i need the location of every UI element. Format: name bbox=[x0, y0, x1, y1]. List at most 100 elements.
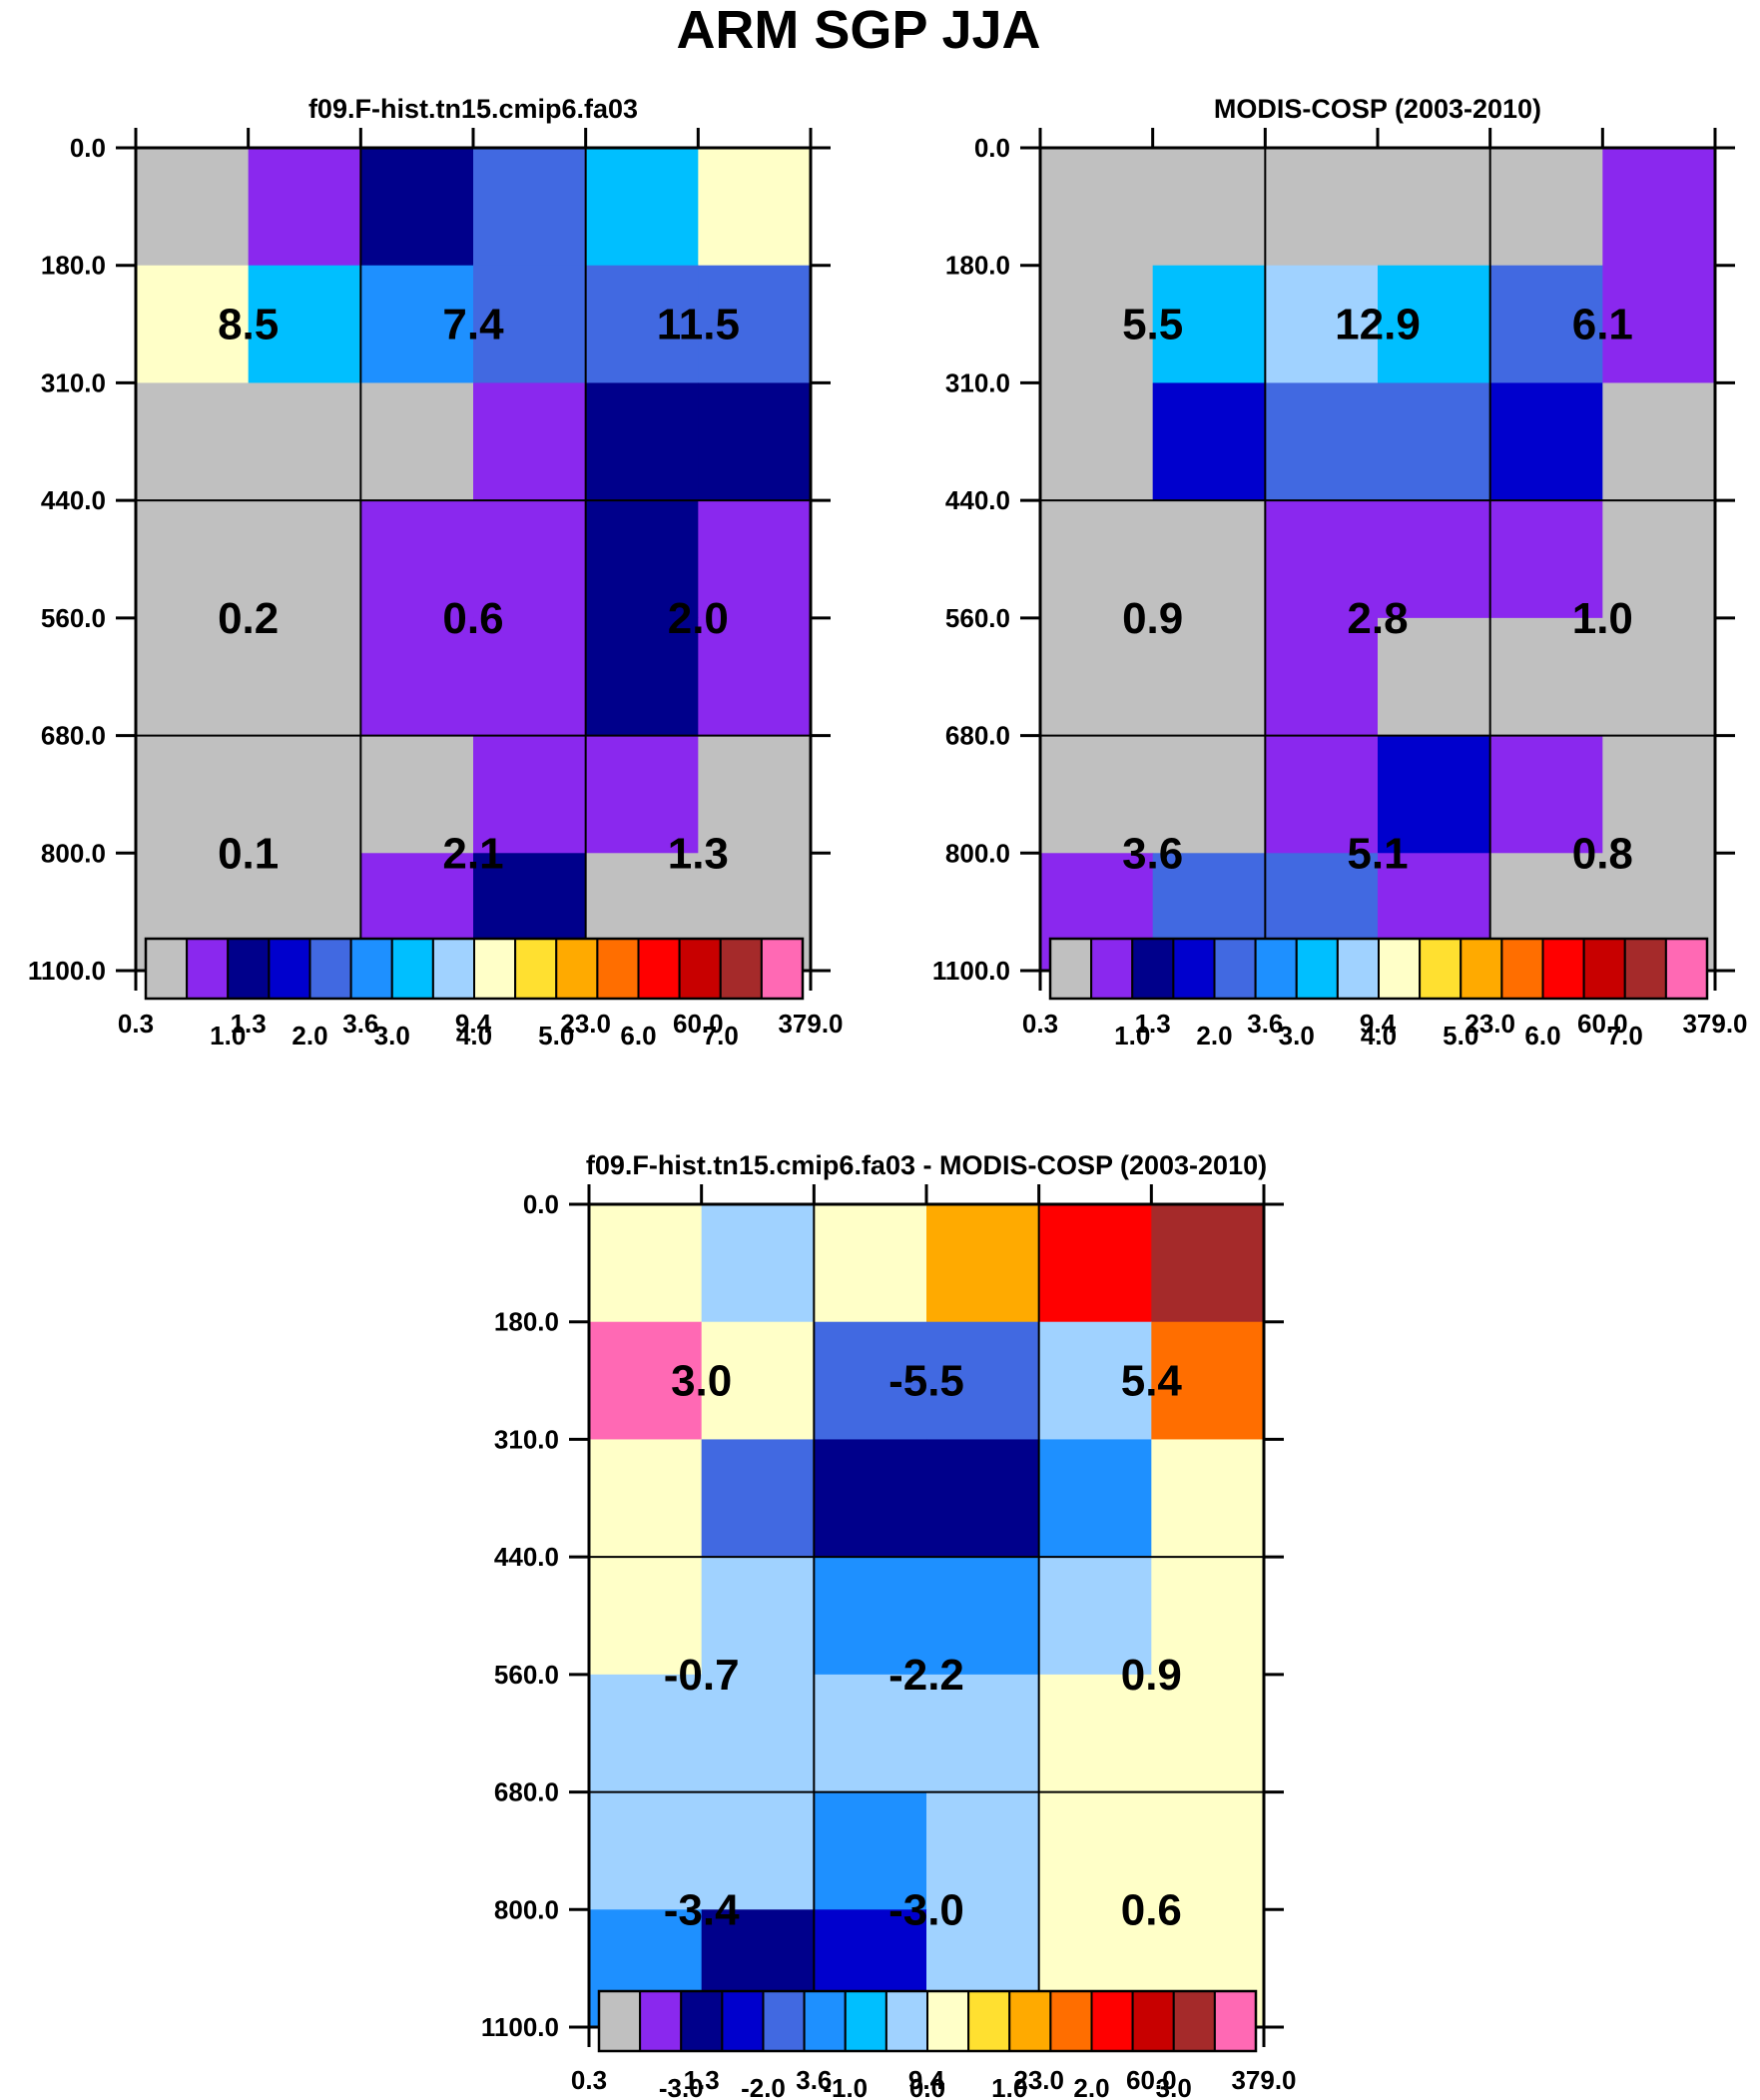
y-tick-label: 440.0 bbox=[41, 485, 106, 515]
colorbar-tick-label: -2.0 bbox=[741, 2073, 786, 2100]
heatmap-cell bbox=[1152, 382, 1266, 501]
heatmap-cell bbox=[1489, 735, 1603, 854]
colorbar-swatch bbox=[1049, 1990, 1093, 2052]
heatmap-cell bbox=[1378, 617, 1491, 737]
colorbar-tick-label: 7.0 bbox=[703, 1021, 739, 1050]
heatmap-cell bbox=[136, 382, 250, 501]
heatmap-cell bbox=[1038, 1557, 1152, 1676]
heatmap-cell bbox=[1265, 500, 1379, 619]
heatmap-cell bbox=[926, 1321, 1040, 1441]
box-value-label: 0.9 bbox=[1122, 594, 1183, 643]
heatmap-cell bbox=[1602, 148, 1716, 267]
x-tick-label: 1.3 bbox=[1135, 1009, 1171, 1039]
box-value-label: -3.4 bbox=[664, 1885, 740, 1934]
box-value-label: 6.1 bbox=[1572, 301, 1633, 350]
box-value-label: 2.8 bbox=[1347, 594, 1408, 643]
y-tick-label: 310.0 bbox=[41, 367, 106, 397]
colorbar-swatch bbox=[678, 938, 722, 1000]
box-value-label: 8.5 bbox=[218, 301, 279, 350]
x-tick-label: 379.0 bbox=[1231, 2065, 1296, 2095]
y-tick-label: 1100.0 bbox=[28, 956, 106, 986]
heatmap-cell bbox=[473, 148, 587, 267]
heatmap-cell bbox=[701, 1674, 815, 1793]
x-tick-label: 60.0 bbox=[1577, 1009, 1628, 1039]
colorbar-tick-label: 5.0 bbox=[538, 1021, 574, 1050]
box-value-label: 0.1 bbox=[218, 829, 279, 878]
x-tick-label: 9.4 bbox=[455, 1009, 492, 1039]
colorbar-swatch bbox=[1460, 938, 1503, 1000]
colorbar-swatch bbox=[639, 1990, 683, 2052]
heatmap-cell bbox=[589, 1439, 703, 1558]
heatmap-cell bbox=[814, 1791, 927, 1910]
heatmap-cell bbox=[698, 382, 812, 501]
box-value-label: 12.9 bbox=[1335, 301, 1421, 350]
colorbar-tick-label: 0.0 bbox=[909, 2073, 945, 2100]
heatmap-cell bbox=[701, 1321, 815, 1441]
colorbar-swatch bbox=[1419, 938, 1463, 1000]
x-tick-label: 23.0 bbox=[1465, 1009, 1515, 1039]
box-value-label: 1.3 bbox=[668, 829, 729, 878]
page-title: ARM SGP JJA bbox=[676, 0, 1040, 60]
heatmap-cell bbox=[248, 265, 361, 384]
colorbar-swatch bbox=[1541, 938, 1585, 1000]
colorbar-tick-label: -1.0 bbox=[823, 2073, 868, 2100]
box-value-label: 0.6 bbox=[1121, 1885, 1182, 1934]
x-tick-label: 9.4 bbox=[1360, 1009, 1397, 1039]
heatmap-cell bbox=[1602, 265, 1716, 384]
panel-title: f09.F-hist.tn15.cmip6.fa03 - MODIS-COSP … bbox=[586, 1150, 1267, 1180]
heatmap-cell bbox=[473, 500, 587, 619]
box-value-label: 11.5 bbox=[657, 301, 740, 350]
heatmap-cell bbox=[1602, 382, 1716, 501]
box-value-label: 5.5 bbox=[1122, 301, 1183, 350]
box-value-label: 0.9 bbox=[1121, 1651, 1182, 1700]
y-tick-label: 1100.0 bbox=[481, 2012, 559, 2042]
colorbar-swatch bbox=[431, 938, 475, 1000]
x-tick-label: 23.0 bbox=[560, 1009, 611, 1039]
x-tick-label: 3.6 bbox=[1247, 1009, 1283, 1039]
colorbar-swatch bbox=[762, 1990, 806, 2052]
y-tick-label: 680.0 bbox=[41, 721, 106, 751]
colorbar-tick-label: 2.0 bbox=[292, 1021, 327, 1050]
box-value-label: 7.4 bbox=[442, 301, 504, 350]
heatmap-cell bbox=[1602, 500, 1716, 619]
y-tick-label: 800.0 bbox=[41, 838, 106, 868]
box-value-label: 0.8 bbox=[1572, 829, 1633, 878]
heatmap-cell bbox=[1152, 148, 1266, 267]
x-tick-label: 1.3 bbox=[231, 1009, 267, 1039]
heatmap-cell bbox=[1265, 265, 1379, 384]
colorbar-swatch bbox=[145, 938, 189, 1000]
heatmap-cell bbox=[926, 1674, 1040, 1793]
colorbar-swatch bbox=[1213, 1990, 1257, 2052]
y-tick-label: 310.0 bbox=[494, 1424, 559, 1454]
heatmap-cell bbox=[926, 1791, 1040, 1910]
heatmap-cell bbox=[473, 382, 587, 501]
heatmap-cell bbox=[814, 1674, 927, 1793]
colorbar-swatch bbox=[1131, 1990, 1175, 2052]
heatmap-cell bbox=[360, 735, 474, 854]
colorbar-swatch bbox=[1172, 938, 1216, 1000]
heatmap-cell bbox=[360, 382, 474, 501]
box-value-label: 5.1 bbox=[1347, 829, 1408, 878]
box-value-label: -3.0 bbox=[888, 1885, 964, 1934]
colorbar-swatch bbox=[1582, 938, 1626, 1000]
box-value-label: -5.5 bbox=[888, 1357, 964, 1406]
colorbar-tick-label: 4.0 bbox=[456, 1021, 492, 1050]
colorbar-swatch bbox=[268, 938, 311, 1000]
colorbar-tick-label: 2.0 bbox=[1073, 2073, 1109, 2100]
heatmap-cell bbox=[926, 1557, 1040, 1676]
colorbar-swatch bbox=[680, 1990, 724, 2052]
colorbar-tick-label: -3.0 bbox=[659, 2073, 704, 2100]
colorbar-swatch bbox=[1336, 938, 1380, 1000]
colorbar-swatch bbox=[1090, 1990, 1134, 2052]
y-tick-label: 310.0 bbox=[945, 367, 1010, 397]
colorbar-swatch bbox=[390, 938, 434, 1000]
heatmap-cell bbox=[360, 617, 474, 737]
heatmap-cell bbox=[1265, 148, 1379, 267]
x-tick-label: 379.0 bbox=[1682, 1009, 1747, 1039]
heatmap-cell bbox=[1040, 148, 1154, 267]
x-tick-label: 0.3 bbox=[118, 1009, 154, 1039]
heatmap-cell bbox=[1378, 148, 1491, 267]
heatmap-cell bbox=[1040, 617, 1154, 737]
heatmap-cell bbox=[360, 265, 474, 384]
y-tick-label: 680.0 bbox=[494, 1777, 559, 1807]
